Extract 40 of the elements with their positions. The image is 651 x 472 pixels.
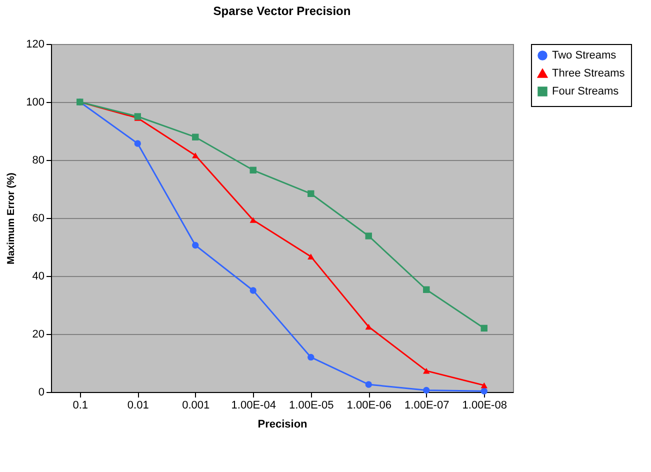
point — [480, 388, 488, 394]
legend-label: Two Streams — [552, 50, 617, 62]
point — [480, 382, 488, 388]
y-tick-label: 40 — [32, 270, 44, 282]
point — [365, 324, 372, 330]
point — [134, 140, 141, 147]
y-tick-label: 80 — [32, 154, 44, 166]
point — [250, 166, 256, 174]
point — [423, 386, 430, 394]
y-tick-label: 60 — [32, 212, 44, 224]
point — [308, 354, 314, 361]
x-tick-label: 1.00E-04 — [231, 400, 276, 412]
x-axis-title: Precision — [258, 418, 308, 430]
point — [365, 232, 372, 240]
x-tick-label: 0.01 — [127, 400, 149, 412]
point — [308, 190, 314, 197]
legend-label: Three Streams — [552, 68, 626, 80]
legend-label: Four Streams — [552, 86, 620, 98]
point — [423, 368, 430, 374]
chart-title: Sparse Vector Precision — [213, 4, 351, 18]
y-tick-label: 0 — [38, 386, 44, 398]
point — [480, 324, 488, 332]
point — [250, 217, 256, 223]
y-tick-label: 100 — [26, 96, 44, 108]
point — [192, 242, 199, 249]
point — [192, 134, 199, 140]
x-tick-label: 0.001 — [182, 400, 210, 412]
point — [192, 152, 199, 158]
point — [423, 286, 430, 293]
point — [250, 287, 256, 294]
point — [365, 381, 372, 388]
x-tick-label: 0.1 — [72, 400, 88, 412]
y-axis-title: Maximum Error (%) — [6, 172, 18, 264]
x-tick-label: 1.00E-08 — [462, 400, 507, 412]
y-tick-label: 20 — [32, 328, 44, 340]
x-tick-label: 1.00E-07 — [404, 400, 450, 412]
y-tick-label: 120 — [26, 38, 44, 50]
x-tick-label: 1.00E-05 — [289, 400, 334, 412]
point — [308, 254, 314, 260]
x-tick-label: 1.00E-06 — [346, 400, 392, 412]
